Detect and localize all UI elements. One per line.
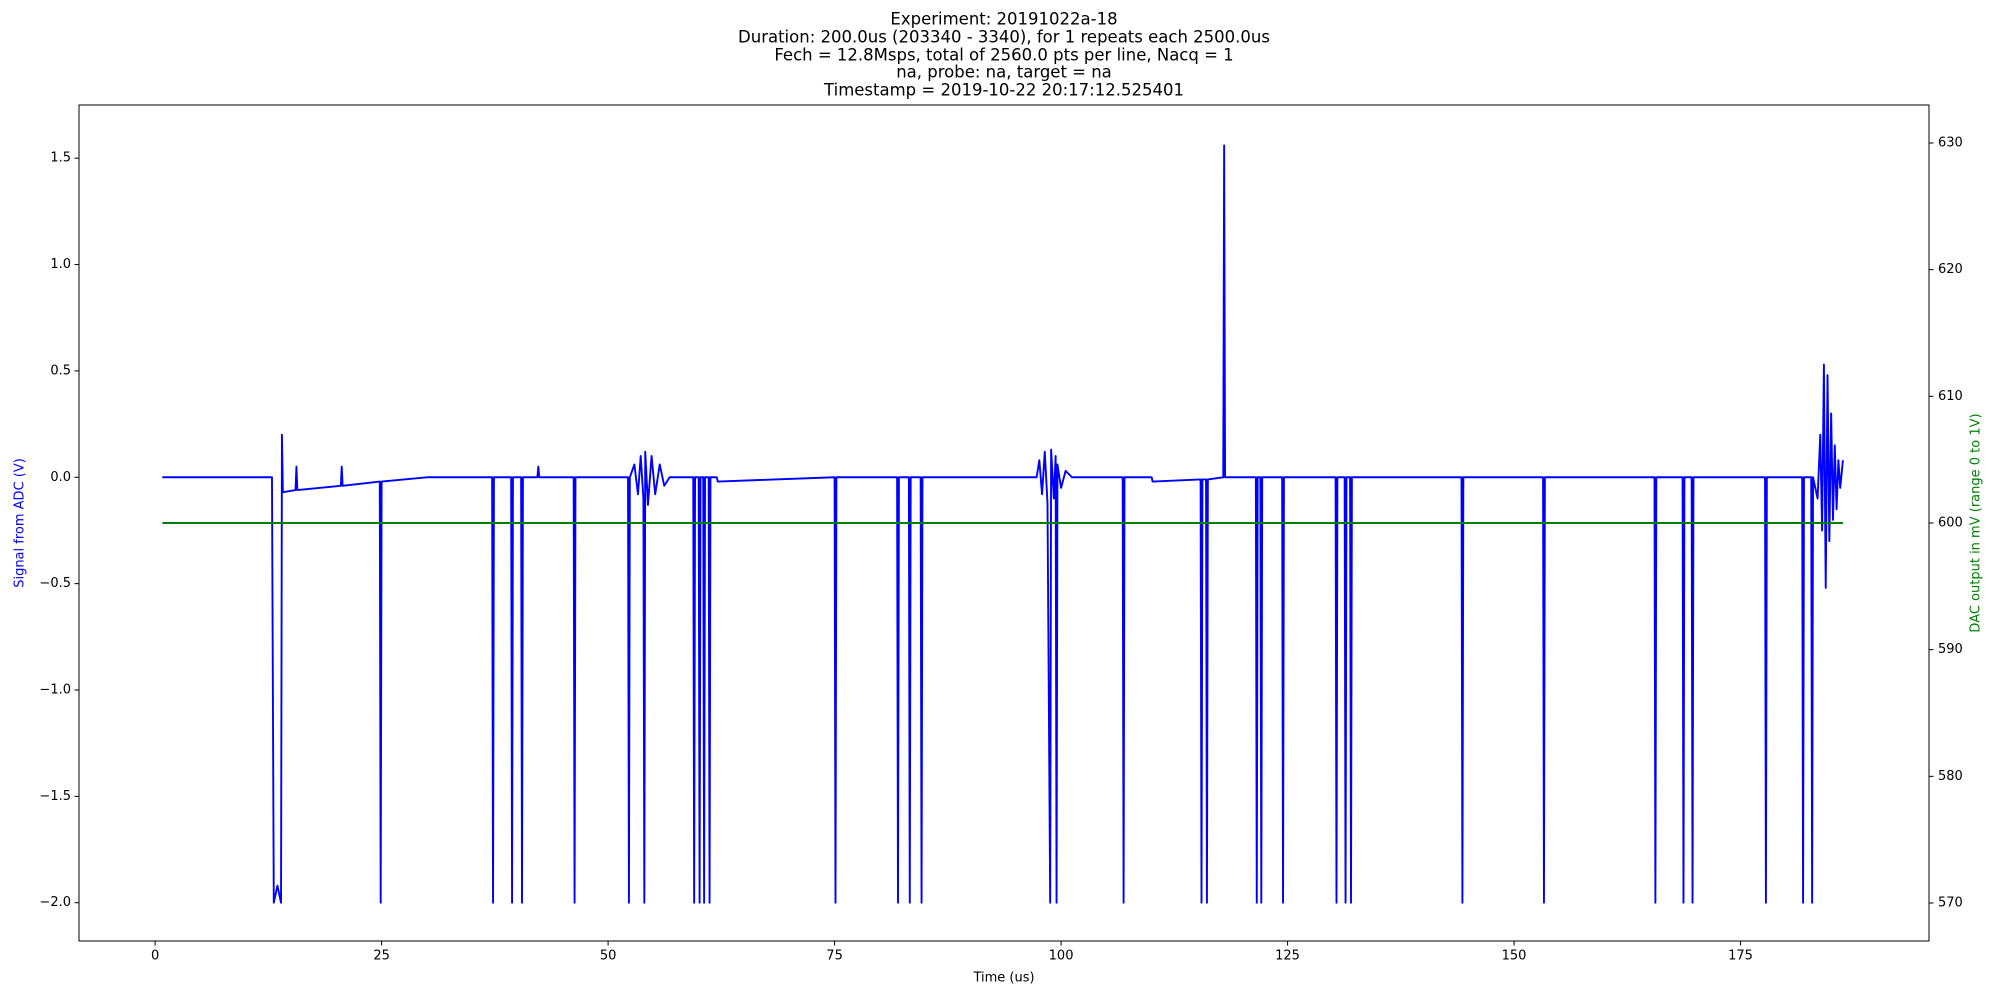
y-tick-label: −0.5	[39, 576, 71, 591]
y2-tick-label: 610	[1938, 389, 1963, 404]
y2-tick-label: 570	[1938, 896, 1963, 911]
chart-title: na, probe: na, target = na	[896, 63, 1112, 82]
y2-tick-label: 620	[1938, 262, 1963, 277]
y-tick-label: 1.5	[50, 151, 71, 166]
x-tick-label: 150	[1502, 949, 1527, 964]
x-tick-label: 125	[1275, 949, 1300, 964]
chart-title: Experiment: 20191022a-18	[890, 10, 1117, 29]
x-tick-label: 100	[1049, 949, 1074, 964]
x-tick-label: 50	[600, 949, 617, 964]
chart-title: Fech = 12.8Msps, total of 2560.0 pts per…	[774, 46, 1233, 65]
y-axis-label: Signal from ADC (V)	[13, 458, 28, 588]
y-tick-label: 0.0	[50, 470, 71, 485]
y-tick-label: −2.0	[39, 895, 71, 910]
x-tick-label: 0	[151, 949, 159, 964]
y2-tick-label: 630	[1938, 136, 1963, 151]
chart-title: Duration: 200.0us (203340 - 3340), for 1…	[738, 28, 1270, 47]
y-tick-label: 1.0	[50, 257, 71, 272]
x-tick-label: 175	[1728, 949, 1753, 964]
data-line	[162, 144, 1844, 904]
y-tick-label: 0.5	[50, 363, 71, 378]
x-tick-label: 25	[373, 949, 390, 964]
x-tick-label: 75	[826, 949, 843, 964]
y2-tick-label: 590	[1938, 642, 1963, 657]
x-axis-label: Time (us)	[972, 971, 1034, 986]
y-tick-label: −1.5	[39, 789, 71, 804]
plot-frame	[78, 104, 1930, 942]
y2-axis-label: DAC output in mV (range 0 to 1V)	[1969, 413, 1984, 632]
y2-tick-label: 580	[1938, 769, 1963, 784]
chart-title: Timestamp = 2019-10-22 20:17:12.525401	[823, 81, 1184, 100]
y-tick-label: −1.0	[39, 682, 71, 697]
y2-tick-label: 600	[1938, 516, 1963, 531]
